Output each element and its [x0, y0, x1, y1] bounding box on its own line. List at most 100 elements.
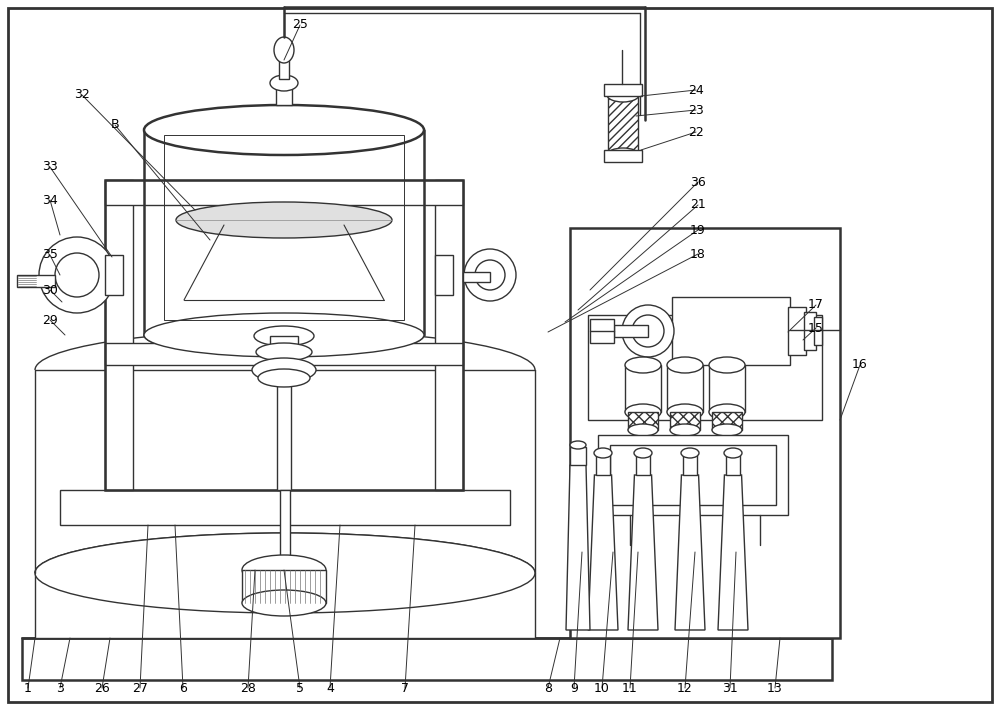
Ellipse shape	[254, 326, 314, 346]
Bar	[709, 365, 745, 412]
Ellipse shape	[35, 533, 535, 613]
Ellipse shape	[252, 358, 316, 382]
Ellipse shape	[144, 313, 424, 357]
Ellipse shape	[709, 404, 745, 420]
Bar	[636, 455, 650, 475]
Bar	[604, 84, 642, 96]
Text: 3: 3	[56, 682, 64, 694]
Text: 34: 34	[42, 194, 58, 207]
Text: 30: 30	[42, 283, 58, 297]
Bar	[608, 95, 638, 155]
Polygon shape	[628, 475, 658, 630]
Ellipse shape	[724, 448, 742, 458]
Ellipse shape	[55, 253, 99, 297]
Bar	[570, 447, 586, 465]
Ellipse shape	[144, 105, 424, 155]
Bar	[588, 315, 822, 420]
Polygon shape	[718, 475, 748, 630]
Bar	[105, 255, 123, 295]
Text: 12: 12	[677, 682, 693, 694]
Bar	[17, 275, 55, 287]
Ellipse shape	[475, 260, 505, 290]
Bar	[270, 336, 298, 350]
Text: 25: 25	[292, 18, 308, 31]
Bar	[279, 54, 289, 79]
Ellipse shape	[570, 441, 586, 449]
Text: 11: 11	[622, 682, 638, 694]
Text: 13: 13	[767, 682, 783, 694]
Bar	[604, 150, 642, 162]
Text: 16: 16	[852, 359, 868, 371]
Ellipse shape	[625, 357, 661, 373]
Bar	[726, 455, 740, 475]
Text: 36: 36	[690, 175, 706, 188]
Bar	[435, 255, 453, 295]
Bar	[242, 570, 326, 603]
Bar	[596, 455, 610, 475]
Bar	[105, 180, 133, 490]
Bar	[435, 180, 463, 490]
Ellipse shape	[258, 369, 310, 387]
Ellipse shape	[712, 424, 742, 436]
Bar	[280, 490, 290, 570]
Text: 5: 5	[296, 682, 304, 694]
Text: 31: 31	[722, 682, 738, 694]
Ellipse shape	[667, 404, 703, 420]
Text: 10: 10	[594, 682, 610, 694]
Text: 33: 33	[42, 160, 58, 173]
Bar	[22, 638, 832, 680]
Text: 35: 35	[42, 248, 58, 261]
Ellipse shape	[39, 237, 115, 313]
Text: B: B	[111, 119, 119, 131]
Bar	[610, 445, 776, 505]
Ellipse shape	[274, 37, 294, 63]
Text: 27: 27	[132, 682, 148, 694]
Ellipse shape	[607, 148, 639, 162]
Bar	[670, 412, 700, 430]
Bar	[463, 272, 490, 282]
Ellipse shape	[709, 357, 745, 373]
Bar	[614, 325, 648, 337]
Text: 24: 24	[688, 84, 704, 97]
Text: 23: 23	[688, 104, 704, 116]
Ellipse shape	[632, 315, 664, 347]
Text: 1: 1	[24, 682, 32, 694]
Ellipse shape	[667, 357, 703, 373]
Bar	[804, 312, 816, 350]
Bar	[276, 85, 292, 105]
Polygon shape	[675, 475, 705, 630]
Text: 26: 26	[94, 682, 110, 694]
Ellipse shape	[242, 590, 326, 616]
Text: 9: 9	[570, 682, 578, 694]
Text: 18: 18	[690, 248, 706, 261]
Ellipse shape	[270, 75, 298, 91]
Text: 28: 28	[240, 682, 256, 694]
Bar	[628, 412, 658, 430]
Text: 32: 32	[74, 89, 90, 102]
Ellipse shape	[622, 305, 674, 357]
Bar	[590, 319, 614, 343]
Ellipse shape	[464, 249, 516, 301]
Ellipse shape	[607, 88, 639, 102]
Bar	[105, 180, 463, 490]
Polygon shape	[588, 475, 618, 630]
Ellipse shape	[594, 448, 612, 458]
Bar	[667, 365, 703, 412]
Bar	[105, 180, 463, 205]
Text: 8: 8	[544, 682, 552, 694]
Text: 7: 7	[401, 682, 409, 694]
Ellipse shape	[670, 424, 700, 436]
Bar	[625, 365, 661, 412]
Text: 15: 15	[808, 322, 824, 334]
Bar	[788, 307, 806, 355]
Ellipse shape	[256, 343, 312, 361]
Bar	[35, 573, 535, 638]
Bar	[164, 135, 404, 320]
Ellipse shape	[634, 448, 652, 458]
Bar	[277, 335, 291, 490]
Text: 29: 29	[42, 314, 58, 327]
Ellipse shape	[625, 404, 661, 420]
Polygon shape	[566, 465, 590, 630]
Text: 17: 17	[808, 298, 824, 312]
Bar	[598, 435, 788, 515]
